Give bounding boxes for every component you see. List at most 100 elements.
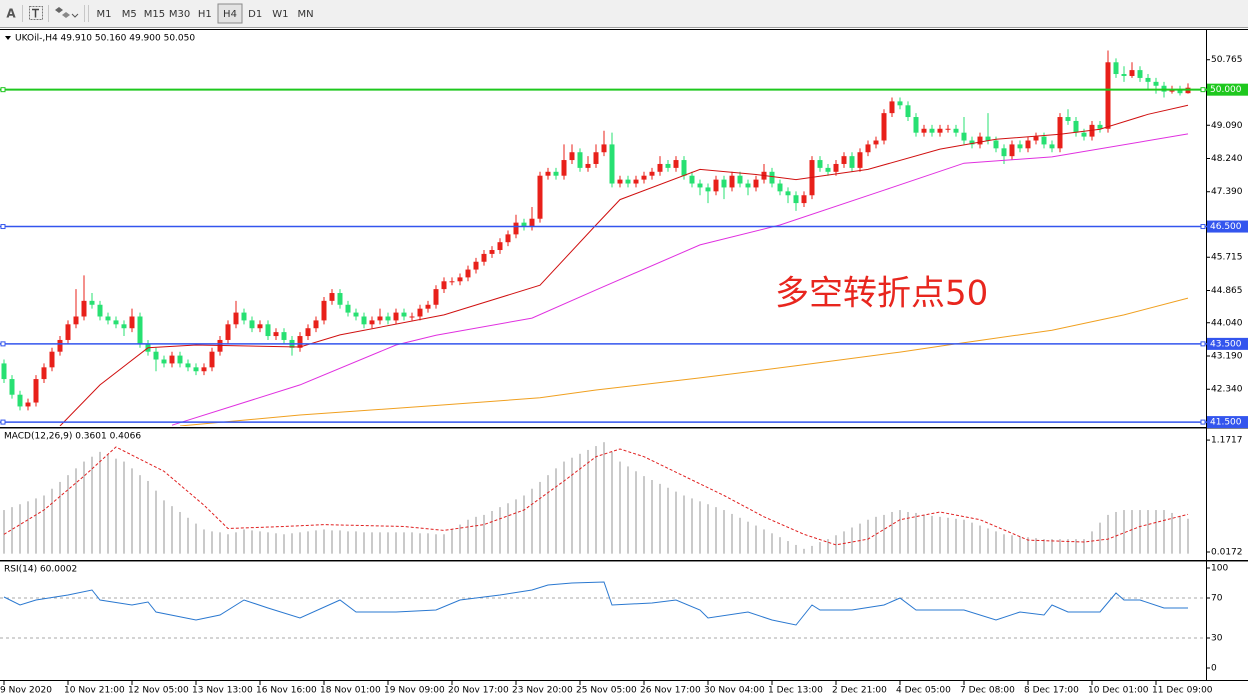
panel-title: RSI(14) 60.0002 (4, 565, 77, 575)
candle-body (841, 156, 847, 164)
candle-body (697, 183, 703, 188)
candle-body (1137, 70, 1143, 78)
timeframe-button[interactable]: MN (298, 9, 314, 20)
candle-body (945, 128, 951, 130)
candle-body (977, 136, 983, 145)
candle-body (193, 367, 199, 372)
y-tick-label: 0 (1211, 664, 1217, 674)
candle-body (385, 316, 391, 321)
candle-body (497, 242, 503, 251)
panel-plot (0, 581, 1206, 639)
y-tick-label: 45.715 (1211, 253, 1243, 263)
x-tick-label: 16 Nov 16:00 (256, 686, 317, 696)
candle-body (377, 316, 383, 321)
y-tick-label: 50.765 (1211, 55, 1243, 65)
candle-body (1025, 140, 1031, 149)
line-handle (0, 419, 6, 425)
candle-body (33, 379, 39, 403)
candle-body (1121, 74, 1127, 76)
candle-body (1153, 81, 1159, 86)
candle-body (513, 222, 519, 235)
candle-body (25, 402, 31, 407)
candle-body (769, 171, 775, 184)
x-tick-label: 2 Dec 21:00 (832, 686, 887, 696)
candle-body (713, 179, 719, 192)
candle-body (633, 179, 639, 184)
candle-body (801, 195, 807, 204)
timeframe-button[interactable]: D1 (248, 9, 262, 20)
candle-body (1065, 117, 1071, 121)
candle-body (137, 316, 143, 344)
candle-body (169, 355, 175, 364)
candle-body (1145, 77, 1151, 82)
timeframe-button[interactable]: H4 (223, 9, 237, 20)
candle-body (273, 332, 279, 337)
candle-body (241, 312, 247, 321)
y-tick-label: 49.090 (1211, 121, 1243, 131)
candle-body (249, 320, 255, 329)
y-tick-label: 47.390 (1211, 187, 1243, 197)
price-label-bg (1207, 416, 1248, 429)
x-tick-label: 25 Nov 05:00 (576, 686, 637, 696)
signal-line (3, 446, 1189, 546)
candle-body (481, 253, 487, 262)
candle-body (593, 152, 599, 164)
x-tick-label: 8 Dec 17:00 (1024, 686, 1079, 696)
candle-body (209, 351, 215, 368)
shapes-tool[interactable] (55, 7, 79, 18)
symbol-arrow[interactable] (5, 36, 11, 40)
candle-body (1097, 124, 1103, 129)
price-label: 41.500 (1210, 418, 1242, 428)
candle-body (265, 324, 271, 337)
candle-body (817, 160, 823, 168)
candle-body (657, 163, 663, 172)
price-label: 46.500 (1210, 222, 1242, 232)
y-tick-label: 0.0172 (1211, 548, 1243, 558)
line-handle (0, 341, 6, 347)
panel-title: UKOil-,H4 49.910 50.160 49.900 50.050 (15, 34, 195, 44)
candle-body (353, 312, 359, 317)
candle-body (641, 175, 647, 180)
candle-body (561, 160, 567, 176)
candle-body (553, 171, 559, 176)
candle-body (857, 152, 863, 168)
candle-body (97, 304, 103, 317)
candle-body (745, 183, 751, 188)
x-tick-label: 20 Nov 17:00 (448, 686, 509, 696)
candle-body (537, 175, 543, 219)
toolbar-bg (0, 0, 1248, 27)
candle-body (441, 281, 447, 290)
timeframe-button[interactable]: M5 (122, 9, 137, 20)
candle-body (777, 183, 783, 192)
candle-body (505, 234, 511, 243)
candle-body (457, 277, 463, 282)
y-tick-label: 43.190 (1211, 351, 1243, 361)
candle-body (1001, 148, 1007, 157)
price-label: 50.000 (1210, 85, 1242, 95)
label-tool[interactable] (29, 6, 43, 20)
panel-title: MACD(12,26,9) 0.3601 0.4066 (4, 432, 141, 442)
candle-body (993, 140, 999, 149)
timeframes: M1 M5 M15 M30 H1 H4 D1 W1 MN (97, 3, 314, 24)
timeframe-button[interactable]: M1 (97, 9, 112, 20)
timeframe-button[interactable]: M15 (144, 9, 165, 20)
candle-body (785, 191, 791, 196)
x-tick-label: 10 Nov 21:00 (64, 686, 125, 696)
text-tool[interactable]: A (6, 7, 16, 21)
chart-frame (0, 29, 1248, 681)
timeframe-button[interactable]: M30 (169, 9, 190, 20)
candle-body (849, 156, 855, 168)
candle-body (1113, 62, 1119, 75)
candle-body (345, 304, 351, 313)
timeframe-button[interactable]: H1 (198, 9, 212, 20)
candle-body (577, 152, 583, 168)
y-tick-label: 70 (1211, 594, 1223, 604)
candle-body (1017, 144, 1023, 149)
candle-body (121, 324, 127, 329)
timeframe-button[interactable]: W1 (272, 9, 288, 20)
price-label-bg (1207, 83, 1248, 96)
candle-body (793, 195, 799, 204)
y-tick-label: 1.1717 (1211, 436, 1243, 446)
